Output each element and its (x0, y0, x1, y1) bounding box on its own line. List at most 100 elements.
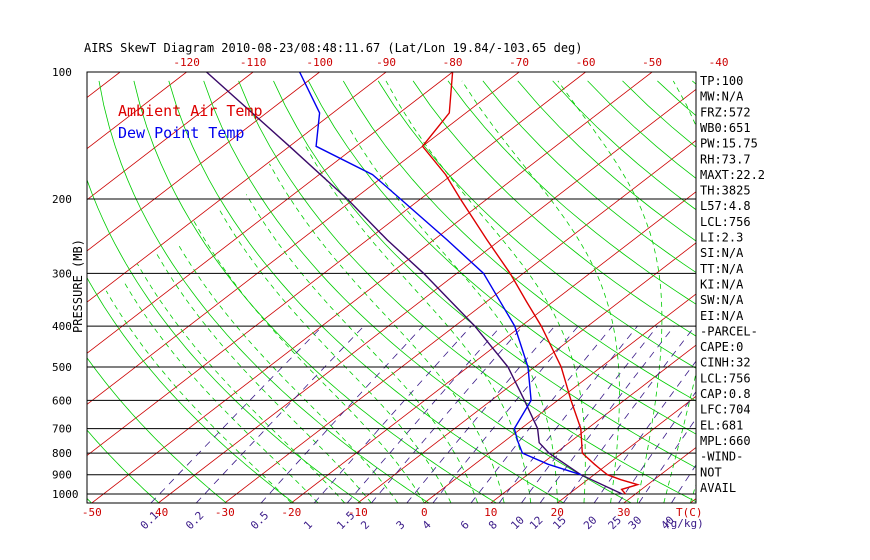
moist-adiabat-line (305, 146, 532, 503)
x-axis-label: T(C) (676, 506, 703, 519)
mixing-ratio-line (406, 325, 556, 503)
bottom-temp-tick-label: 0 (421, 506, 428, 519)
side-panel-item: FRZ:572 (700, 105, 751, 119)
mixing-ratio-line (260, 325, 424, 503)
bottom-temp-tick-label: -40 (148, 506, 168, 519)
parcel-temp-line (206, 72, 623, 495)
mixing-ratio-line (638, 417, 696, 503)
dry-adiabat-line (797, 81, 870, 503)
moist-adiabat-line (137, 263, 345, 503)
mixing-ratio-line (618, 391, 696, 503)
plot-frame (86, 71, 697, 504)
top-temp-tick-label: -60 (576, 56, 596, 69)
mixing-ratio-tick-label: 4 (420, 518, 434, 532)
mixing-ratio-line (432, 325, 579, 503)
dry-adiabat-line (832, 81, 870, 503)
isotherm-line (87, 72, 586, 457)
moist-adiabat-line (269, 163, 505, 503)
bottom-temp-tick-label: 10 (484, 506, 497, 519)
moist-adiabat-line (105, 290, 292, 503)
dry-adiabat-line (447, 80, 696, 305)
profiles (206, 72, 641, 495)
side-panel-item: SW:N/A (700, 293, 744, 307)
isotherm-line (357, 242, 696, 503)
dry-adiabat-line (168, 80, 564, 503)
isotherm-line (291, 191, 696, 503)
dry-adiabat-line (412, 80, 696, 337)
mixing-ratio-tick-label: 10 (508, 514, 527, 533)
mixing-ratio-line (150, 325, 323, 503)
bottom-temp-tick-label: -30 (215, 506, 235, 519)
moist-adiabat-line (156, 253, 372, 503)
mixing-ratio-tick-label: 3 (394, 518, 408, 532)
dry-adiabat-line (0, 81, 24, 503)
mixing-ratio-line (563, 325, 696, 503)
side-panel-item: TH:3825 (700, 184, 751, 198)
dry-adiabat-line (87, 178, 362, 503)
pressure-tick-label: 300 (52, 267, 72, 280)
side-panel-item: -WIND- (700, 450, 743, 464)
moist-adiabat-line (385, 80, 586, 503)
side-panel-item: -PARCEL- (700, 324, 758, 338)
dry-adiabat-line (133, 80, 497, 503)
pressure-tick-label: 600 (52, 394, 72, 407)
bottom-temp-tick-label: 30 (617, 506, 630, 519)
moist-adiabat-line (663, 80, 696, 503)
side-panel-item: KI:N/A (700, 277, 744, 291)
mixing-ratio-tick-label: 0.2 (183, 509, 206, 532)
legend-dew-point-temp: Dew Point Temp (118, 124, 244, 142)
isotherm-line (158, 88, 696, 503)
side-panel-item: TT:N/A (700, 262, 744, 276)
side-panel-item: CAP:0.8 (700, 387, 751, 401)
y-axis-label: PRESSURE (MB) (71, 239, 85, 333)
side-panel-item: CINH:32 (700, 356, 751, 370)
dry-adiabat-line (87, 429, 160, 503)
dry-adiabat-line (308, 80, 696, 435)
dew-point-line (298, 72, 582, 476)
isotherm-line (0, 72, 54, 503)
side-panel-item: LI:2.3 (700, 231, 743, 245)
moist-adiabat-line (557, 80, 663, 503)
side-panel-item: WB0:651 (700, 121, 751, 135)
dry-adiabat-line (762, 81, 870, 503)
isotherm-line (87, 72, 453, 354)
moist-adiabat-line (177, 243, 399, 503)
legend: Ambient Air Temp Dew Point Temp (118, 102, 263, 142)
bottom-temp-tick-label: 20 (551, 506, 564, 519)
legend-ambient-air-temp: Ambient Air Temp (118, 102, 263, 120)
mixing-ratio-tick-label: 12 (527, 514, 546, 533)
mixing-ratio-tick-label: 0.5 (248, 509, 271, 532)
background-grid (0, 72, 870, 503)
top-temp-tick-label: -120 (173, 56, 200, 69)
top-temp-tick-label: -70 (509, 56, 529, 69)
mixing-ratio-line (346, 325, 502, 503)
mixing-ratio-tick-label: 20 (581, 514, 600, 533)
dry-adiabat-line (87, 276, 295, 503)
mixing-ratio-tick-label: 2 (358, 518, 372, 532)
isotherm-line (87, 72, 320, 252)
bottom-temp-tick-label: -50 (82, 506, 102, 519)
dry-adiabat-line (482, 80, 696, 273)
isotherm-line (823, 72, 870, 503)
bottom-temp-tick-label: -20 (281, 506, 301, 519)
side-panel-item: PW:15.75 (700, 137, 758, 151)
mixing-ratio-unit: (g/kg) (664, 517, 704, 530)
top-temp-tick-label: -110 (240, 56, 267, 69)
side-panel-item: NOT (700, 465, 722, 479)
bottom-temp-tick-label: -10 (348, 506, 368, 519)
moist-adiabat-line (193, 220, 425, 503)
moist-adiabat-line (348, 126, 558, 503)
isotherm-line (424, 293, 696, 503)
moist-adiabat-line (245, 194, 478, 503)
side-panel-item: CAPE:0 (700, 340, 743, 354)
top-temp-tick-label: -80 (443, 56, 463, 69)
dry-adiabat-line (87, 357, 227, 503)
side-panel-item: L57:4.8 (700, 199, 751, 213)
isotherm-line (87, 72, 187, 150)
dry-adiabat-line (657, 80, 696, 117)
mixing-ratio-line (521, 325, 658, 503)
pressure-tick-label: 1000 (52, 488, 79, 501)
dry-adiabat-line (238, 80, 696, 503)
side-panel-item: LCL:756 (700, 371, 751, 385)
